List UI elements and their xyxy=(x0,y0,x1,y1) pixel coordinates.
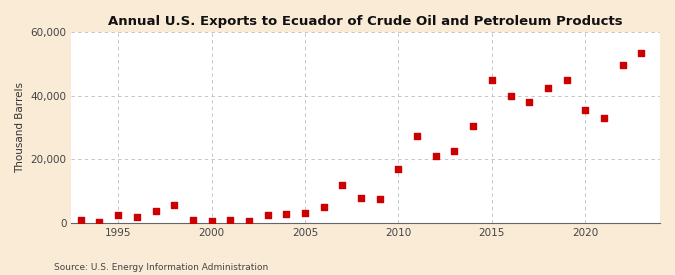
Point xyxy=(319,204,329,209)
Point xyxy=(356,196,367,200)
Point xyxy=(300,211,310,215)
Point xyxy=(431,154,441,158)
Point xyxy=(206,219,217,223)
Point xyxy=(543,86,554,90)
Point xyxy=(617,63,628,68)
Point xyxy=(188,218,198,222)
Point xyxy=(468,124,479,128)
Point xyxy=(449,149,460,154)
Title: Annual U.S. Exports to Ecuador of Crude Oil and Petroleum Products: Annual U.S. Exports to Ecuador of Crude … xyxy=(109,15,623,28)
Point xyxy=(393,167,404,171)
Point xyxy=(150,209,161,213)
Y-axis label: Thousand Barrels: Thousand Barrels xyxy=(15,82,25,173)
Point xyxy=(599,116,610,120)
Point xyxy=(580,108,591,112)
Point xyxy=(94,220,105,224)
Point xyxy=(337,183,348,187)
Point xyxy=(487,78,497,82)
Point xyxy=(132,214,142,219)
Point xyxy=(76,218,86,222)
Point xyxy=(169,202,180,207)
Point xyxy=(244,219,254,223)
Point xyxy=(375,197,385,202)
Point xyxy=(262,213,273,217)
Point xyxy=(505,94,516,98)
Point xyxy=(412,133,423,138)
Point xyxy=(636,50,647,55)
Text: Source: U.S. Energy Information Administration: Source: U.S. Energy Information Administ… xyxy=(54,263,268,272)
Point xyxy=(113,213,124,218)
Point xyxy=(281,212,292,216)
Point xyxy=(225,218,236,222)
Point xyxy=(561,78,572,82)
Point xyxy=(524,100,535,104)
